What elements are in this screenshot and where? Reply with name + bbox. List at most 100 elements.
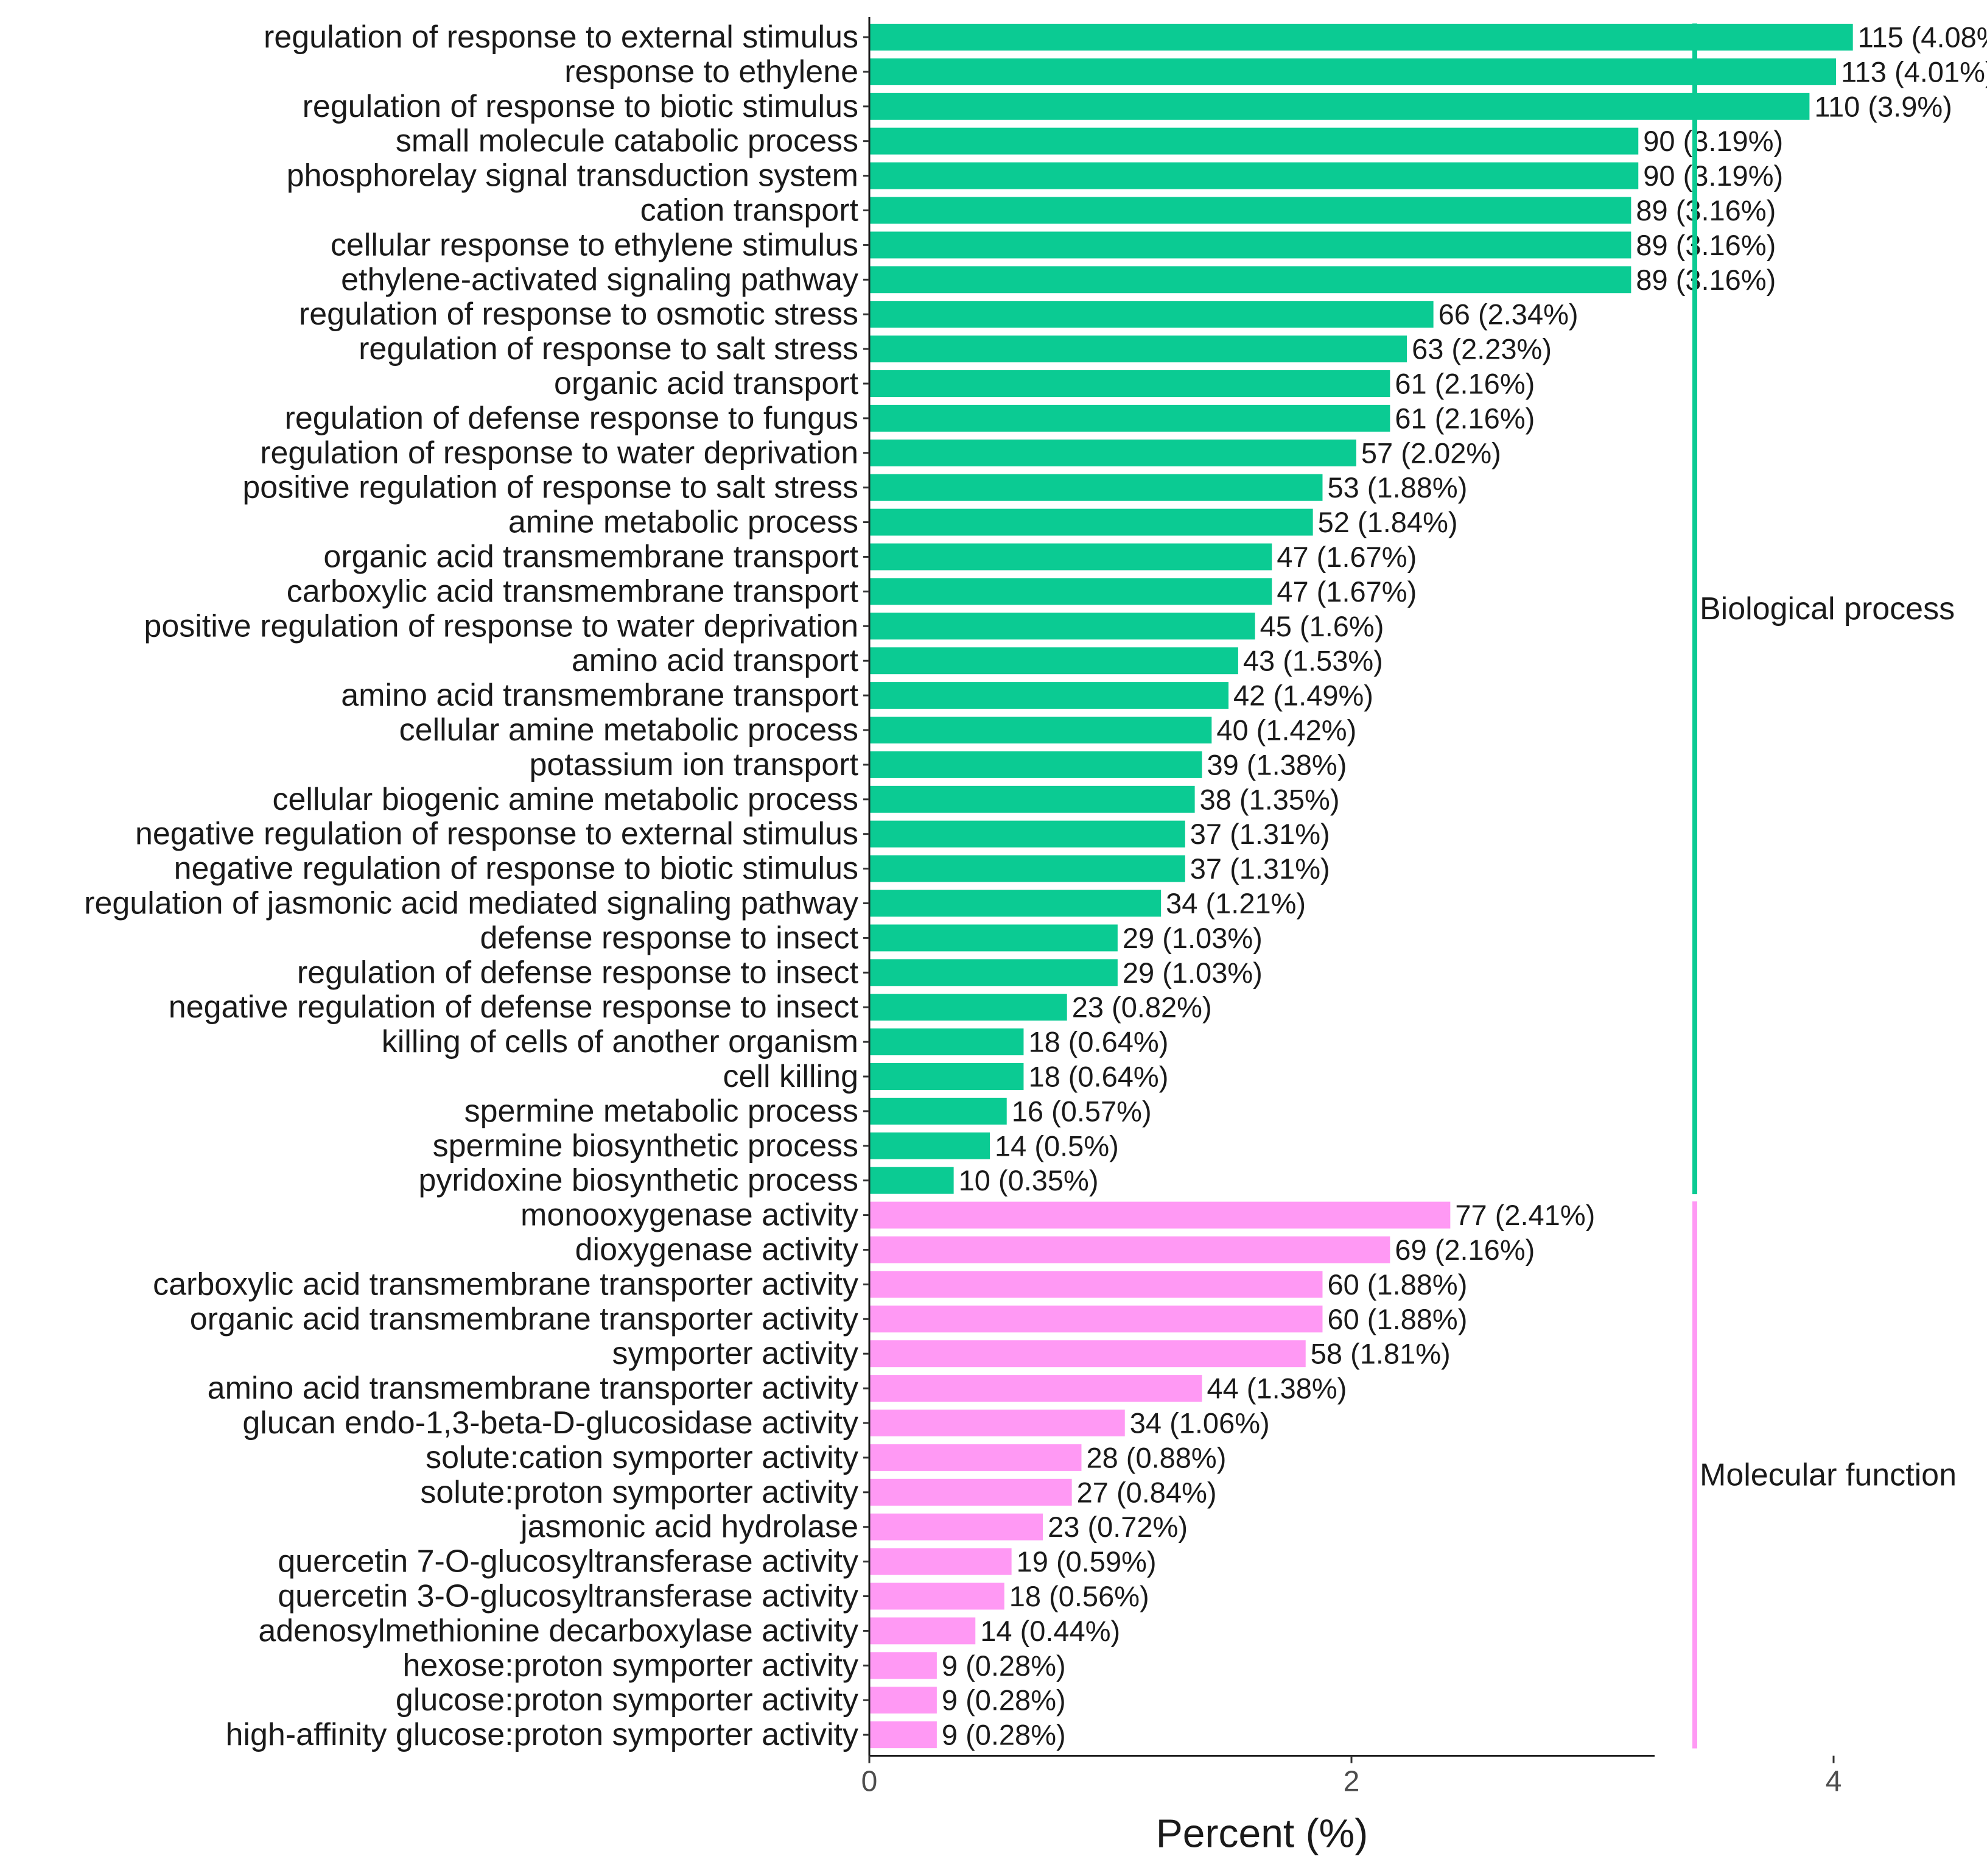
bar bbox=[869, 959, 1118, 986]
bar-row: cellular amine metabolic process 40 (1.42… bbox=[399, 712, 1357, 748]
category-label: high-affinity glucose:proton symporter a… bbox=[225, 1717, 858, 1752]
value-label: 10 (0.35%) bbox=[959, 1164, 1099, 1196]
bar-row: dioxygenase activity 69 (2.16%) bbox=[575, 1232, 1535, 1268]
category-label: regulation of response to osmotic stress bbox=[299, 297, 858, 332]
value-label: 28 (0.88%) bbox=[1086, 1441, 1226, 1474]
value-label: 89 (3.16%) bbox=[1636, 194, 1776, 227]
bar-row: spermine biosynthetic process 14 (0.5%) bbox=[433, 1128, 1119, 1164]
value-label: 34 (1.06%) bbox=[1130, 1407, 1270, 1439]
bar-row: spermine metabolic process 16 (0.57%) bbox=[464, 1094, 1152, 1129]
value-label: 9 (0.28%) bbox=[942, 1684, 1066, 1716]
category-label: cellular biogenic amine metabolic proces… bbox=[273, 782, 858, 817]
bar bbox=[869, 474, 1323, 501]
category-label: regulation of response to biotic stimulu… bbox=[303, 89, 858, 124]
category-label: pyridoxine biosynthetic process bbox=[418, 1163, 858, 1198]
bar bbox=[869, 1721, 937, 1749]
value-label: 42 (1.49%) bbox=[1233, 680, 1373, 712]
value-label: 18 (0.64%) bbox=[1028, 1061, 1168, 1093]
category-label: adenosylmethionine decarboxylase activit… bbox=[258, 1613, 858, 1648]
value-label: 113 (4.01%) bbox=[1841, 55, 1987, 88]
value-label: 18 (0.56%) bbox=[1009, 1580, 1149, 1612]
bar bbox=[869, 751, 1202, 778]
bar bbox=[869, 1548, 1012, 1575]
value-label: 39 (1.38%) bbox=[1207, 748, 1347, 781]
bar bbox=[869, 93, 1810, 120]
value-label: 53 (1.88%) bbox=[1327, 471, 1467, 504]
bar bbox=[869, 1478, 1072, 1506]
value-label: 57 (2.02%) bbox=[1361, 437, 1501, 469]
category-label: cellular amine metabolic process bbox=[399, 712, 858, 748]
bar bbox=[869, 439, 1356, 466]
bar bbox=[869, 1201, 1451, 1229]
category-label: amino acid transport bbox=[572, 643, 859, 678]
bar-row: high-affinity glucose:proton symporter a… bbox=[225, 1717, 1065, 1752]
bar bbox=[869, 1617, 976, 1645]
category-label: hexose:proton symporter activity bbox=[402, 1648, 858, 1683]
bar-row: symporter activity 58 (1.81%) bbox=[612, 1336, 1450, 1371]
category-label: regulation of response to external stimu… bbox=[264, 19, 858, 55]
bar-row: cell killing 18 (0.64%) bbox=[723, 1059, 1168, 1094]
bar bbox=[869, 1305, 1323, 1333]
group-label: Biological process bbox=[1700, 591, 1955, 627]
bar-row: amino acid transmembrane transporter act… bbox=[208, 1371, 1347, 1406]
bar-row: regulation of response to osmotic stress… bbox=[299, 297, 1579, 332]
bar-row: killing of cells of another organism 18 (… bbox=[382, 1024, 1169, 1059]
value-label: 61 (2.16%) bbox=[1395, 368, 1535, 400]
category-label: potassium ion transport bbox=[530, 747, 859, 782]
category-label: negative regulation of defense response … bbox=[169, 989, 859, 1025]
bar-row: solute:cation symporter activity 28 (0.88… bbox=[426, 1440, 1226, 1475]
category-label: small molecule catabolic process bbox=[396, 124, 858, 159]
category-label: solute:cation symporter activity bbox=[426, 1440, 858, 1475]
bar bbox=[869, 1687, 937, 1714]
bar bbox=[869, 820, 1185, 848]
bar-row: regulation of defense response to fungus… bbox=[285, 401, 1535, 436]
bar-row: defense response to insect 29 (1.03%) bbox=[480, 920, 1262, 955]
value-label: 61 (2.16%) bbox=[1395, 402, 1535, 434]
bar bbox=[869, 1236, 1390, 1263]
bar-row: cellular biogenic amine metabolic proces… bbox=[273, 782, 1340, 817]
value-label: 90 (3.19%) bbox=[1643, 160, 1783, 192]
value-label: 63 (2.23%) bbox=[1412, 333, 1552, 365]
category-label: killing of cells of another organism bbox=[382, 1024, 858, 1059]
value-label: 52 (1.84%) bbox=[1318, 506, 1458, 538]
value-label: 16 (0.57%) bbox=[1012, 1095, 1152, 1127]
bar bbox=[869, 578, 1272, 605]
bar-row: amino acid transport 43 (1.53%) bbox=[572, 643, 1383, 678]
bar-row: response to ethylene 113 (4.01%) bbox=[564, 54, 1987, 90]
bar-row: positive regulation of response to water… bbox=[144, 608, 1384, 644]
category-label: glucose:proton symporter activity bbox=[396, 1682, 858, 1718]
bar-row: amine metabolic process 52 (1.84%) bbox=[508, 505, 1458, 540]
value-label: 18 (0.64%) bbox=[1028, 1026, 1168, 1058]
bar-row: regulation of response to salt stress 63 … bbox=[359, 331, 1552, 367]
category-label: cellular response to ethylene stimulus bbox=[331, 227, 858, 262]
value-label: 34 (1.21%) bbox=[1166, 887, 1306, 919]
bar bbox=[869, 924, 1118, 952]
bar bbox=[869, 162, 1639, 189]
value-label: 77 (2.41%) bbox=[1455, 1199, 1595, 1231]
bar bbox=[869, 1375, 1202, 1402]
category-label: quercetin 3-O-glucosyltransferase activi… bbox=[278, 1579, 858, 1614]
bar-row: regulation of response to biotic stimulu… bbox=[303, 89, 1952, 124]
category-label: organic acid transmembrane transporter a… bbox=[190, 1301, 858, 1337]
bar bbox=[869, 197, 1631, 224]
bar-row: positive regulation of response to salt … bbox=[242, 470, 1467, 505]
category-label: phosphorelay signal transduction system bbox=[287, 158, 858, 194]
value-label: 90 (3.19%) bbox=[1643, 125, 1783, 157]
group-bracket: Biological process bbox=[1692, 23, 1955, 1195]
bar bbox=[869, 613, 1255, 640]
category-label: organic acid transmembrane transport bbox=[323, 539, 858, 575]
bar bbox=[869, 336, 1407, 363]
value-label: 23 (0.72%) bbox=[1048, 1511, 1188, 1543]
bar-row: amino acid transmembrane transport 42 (1.… bbox=[341, 678, 1373, 713]
bar bbox=[869, 370, 1390, 397]
bar bbox=[869, 127, 1639, 155]
bar bbox=[869, 1063, 1024, 1090]
bar-row: quercetin 3-O-glucosyltransferase activi… bbox=[278, 1579, 1149, 1614]
bar bbox=[869, 1513, 1043, 1540]
bar-row: negative regulation of response to bioti… bbox=[174, 851, 1330, 887]
value-label: 40 (1.42%) bbox=[1216, 714, 1356, 747]
value-label: 47 (1.67%) bbox=[1277, 575, 1417, 608]
bar bbox=[869, 1028, 1024, 1056]
bar-row: regulation of response to water deprivat… bbox=[260, 435, 1501, 471]
category-label: jasmonic acid hydrolase bbox=[519, 1509, 858, 1545]
